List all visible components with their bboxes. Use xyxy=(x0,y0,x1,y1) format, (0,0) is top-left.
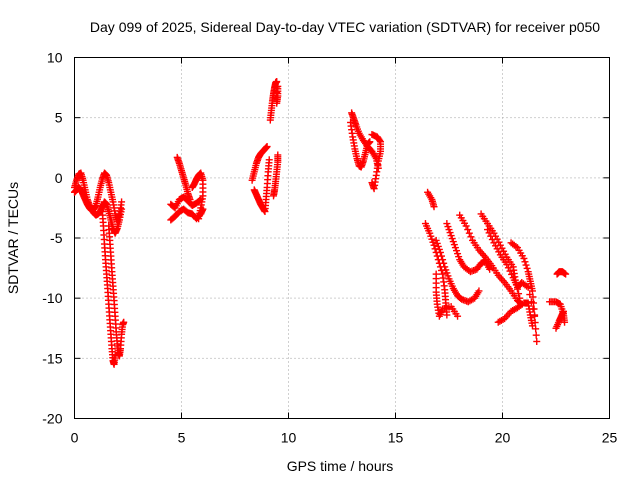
series-arc-9 xyxy=(248,143,271,184)
y-tick-label: -5 xyxy=(50,230,63,246)
data-point xyxy=(511,276,519,284)
series-arc-4 xyxy=(105,222,128,360)
data-point xyxy=(263,143,271,151)
data-points xyxy=(71,78,570,368)
y-tick-label: -20 xyxy=(42,411,62,427)
data-point xyxy=(521,258,529,266)
data-point xyxy=(464,226,472,234)
data-point xyxy=(440,259,448,267)
series-arc-12 xyxy=(266,78,282,124)
data-point xyxy=(186,195,194,203)
data-point xyxy=(532,331,540,339)
data-point xyxy=(530,299,538,307)
y-tick-label: 5 xyxy=(55,110,63,126)
data-point xyxy=(274,151,282,159)
data-point xyxy=(120,318,128,326)
data-point xyxy=(506,267,514,275)
y-tick-label: -15 xyxy=(42,350,62,366)
data-point xyxy=(528,322,536,330)
series-arc-15 xyxy=(368,131,385,193)
x-tick-label: 20 xyxy=(495,430,511,446)
data-point xyxy=(529,293,537,301)
data-point xyxy=(366,138,374,146)
data-point xyxy=(484,226,492,234)
data-point xyxy=(528,287,536,295)
x-tick-label: 10 xyxy=(281,430,297,446)
data-point xyxy=(530,305,538,313)
data-point xyxy=(195,215,203,223)
data-point xyxy=(559,307,567,315)
series-arc-23 xyxy=(494,299,536,330)
x-tick-label: 5 xyxy=(178,430,186,446)
data-point xyxy=(274,82,282,90)
x-axis-label: GPS time / hours xyxy=(287,458,394,474)
data-point xyxy=(265,156,273,164)
data-point xyxy=(515,290,523,298)
data-point xyxy=(462,222,470,230)
data-point xyxy=(465,229,473,237)
chart-title: Day 099 of 2025, Sidereal Day-to-day VTE… xyxy=(90,19,600,35)
x-tick-label: 15 xyxy=(388,430,404,446)
data-point xyxy=(562,270,570,278)
series-arc-14 xyxy=(347,118,374,171)
y-tick-label: -10 xyxy=(42,290,62,306)
series-arc-18 xyxy=(432,236,483,306)
data-point xyxy=(523,264,531,272)
data-point xyxy=(561,318,569,326)
series-arc-25 xyxy=(507,239,539,319)
series-arc-16 xyxy=(424,188,438,211)
series-arc-22 xyxy=(477,210,524,302)
data-point xyxy=(368,131,376,139)
data-point xyxy=(439,256,447,264)
data-point xyxy=(512,281,520,289)
data-point xyxy=(454,312,462,320)
data-point xyxy=(436,248,444,256)
series-arc-3 xyxy=(98,208,119,368)
data-point xyxy=(516,294,524,302)
data-point xyxy=(467,233,475,241)
data-point xyxy=(438,252,446,260)
series-arc-28 xyxy=(553,268,570,278)
y-axis-label: SDTVAR / TECUs xyxy=(5,182,21,294)
data-point xyxy=(430,203,438,211)
data-point xyxy=(522,261,530,269)
series-arc-2 xyxy=(71,169,126,225)
series-arc-24 xyxy=(432,270,462,320)
data-point xyxy=(118,198,126,206)
grid-lines xyxy=(74,57,610,419)
y-tick-label: 10 xyxy=(47,50,63,66)
series-arc-27 xyxy=(552,307,567,332)
series-arc-11 xyxy=(270,151,282,200)
series-arc-7 xyxy=(173,153,194,203)
data-point xyxy=(513,285,521,293)
series-arc-10 xyxy=(250,156,273,216)
data-point xyxy=(475,287,483,295)
data-point xyxy=(524,283,532,291)
data-point xyxy=(504,264,512,272)
series-arc-8 xyxy=(188,169,207,223)
y-tick-label: 0 xyxy=(55,170,63,186)
data-point xyxy=(531,311,539,319)
data-point xyxy=(443,311,451,319)
x-tick-label: 0 xyxy=(71,430,79,446)
data-point xyxy=(533,337,541,345)
data-point xyxy=(512,242,520,250)
axis-ticks: 0 5 10 15 20 25 -20 -15 -10 -5 0 5 10 xyxy=(42,50,617,446)
x-tick-label: 25 xyxy=(602,430,618,446)
data-point xyxy=(520,254,528,262)
